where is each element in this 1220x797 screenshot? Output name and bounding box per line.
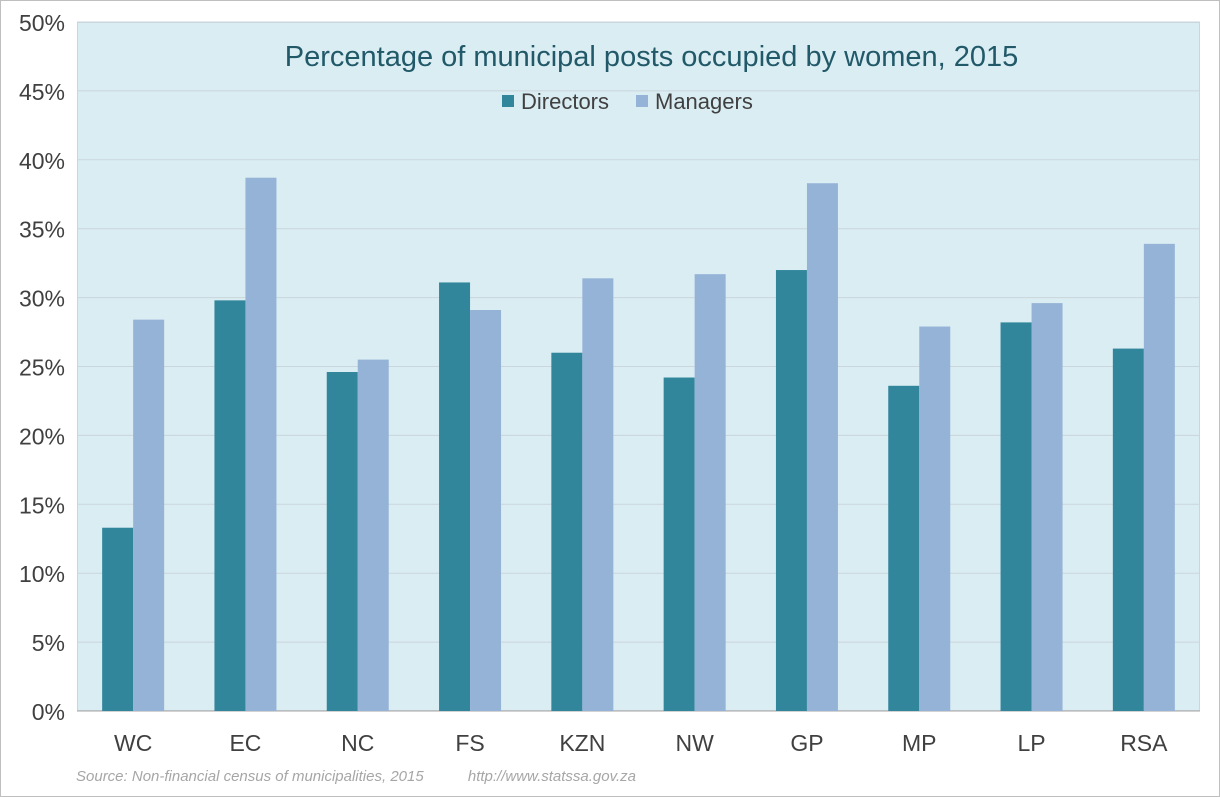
bar-directors-ec [214, 300, 246, 711]
x-tick-label: GP [790, 730, 823, 756]
x-tick-label: NW [675, 730, 714, 756]
y-tick-label: 0% [32, 699, 65, 725]
chart-title: Percentage of municipal posts occupied b… [285, 41, 1019, 73]
bar-directors-nw [663, 377, 695, 711]
bar-directors-lp [1000, 322, 1032, 711]
bar-managers-rsa [1143, 243, 1175, 711]
y-tick-label: 20% [19, 423, 65, 449]
y-tick-label: 50% [19, 10, 65, 36]
y-tick-label: 5% [32, 630, 65, 656]
bar-directors-gp [775, 270, 807, 711]
y-tick-label: 30% [19, 286, 65, 312]
y-tick-label: 35% [19, 217, 65, 243]
x-tick-label: NC [341, 730, 374, 756]
bar-directors-fs [439, 282, 471, 711]
chart-footer: Source: Non-financial census of municipa… [76, 768, 636, 785]
y-tick-label: 25% [19, 355, 65, 381]
bar-directors-wc [102, 527, 134, 711]
bar-directors-kzn [551, 352, 583, 711]
x-tick-label: LP [1017, 730, 1045, 756]
x-tick-label: KZN [559, 730, 605, 756]
source-url: http://www.statssa.gov.za [467, 768, 637, 785]
legend-label-managers: Managers [655, 89, 753, 114]
bar-managers-lp [1031, 303, 1063, 711]
x-tick-label: MP [902, 730, 937, 756]
legend-swatch-directors [502, 95, 514, 107]
bar-directors-rsa [1112, 348, 1144, 711]
bar-managers-wc [133, 319, 165, 711]
bar-directors-mp [888, 385, 920, 711]
bar-managers-mp [919, 326, 951, 711]
bar-managers-kzn [582, 278, 614, 711]
y-tick-label: 40% [19, 148, 65, 174]
bar-managers-nc [357, 359, 389, 711]
y-tick-label: 45% [19, 79, 65, 105]
y-tick-label: 15% [19, 492, 65, 518]
x-tick-label: RSA [1120, 730, 1168, 756]
x-tick-label: WC [114, 730, 152, 756]
bar-managers-ec [245, 177, 277, 712]
source-note: Source: Non-financial census of municipa… [76, 768, 424, 785]
bar-directors-nc [326, 372, 358, 711]
x-tick-label: FS [455, 730, 484, 756]
x-tick-label: EC [229, 730, 261, 756]
bar-managers-gp [806, 183, 838, 711]
legend-swatch-managers [636, 95, 648, 107]
bar-managers-nw [694, 274, 726, 711]
y-tick-label: 10% [19, 561, 65, 587]
legend-label-directors: Directors [521, 89, 609, 114]
bar-managers-fs [470, 310, 502, 711]
